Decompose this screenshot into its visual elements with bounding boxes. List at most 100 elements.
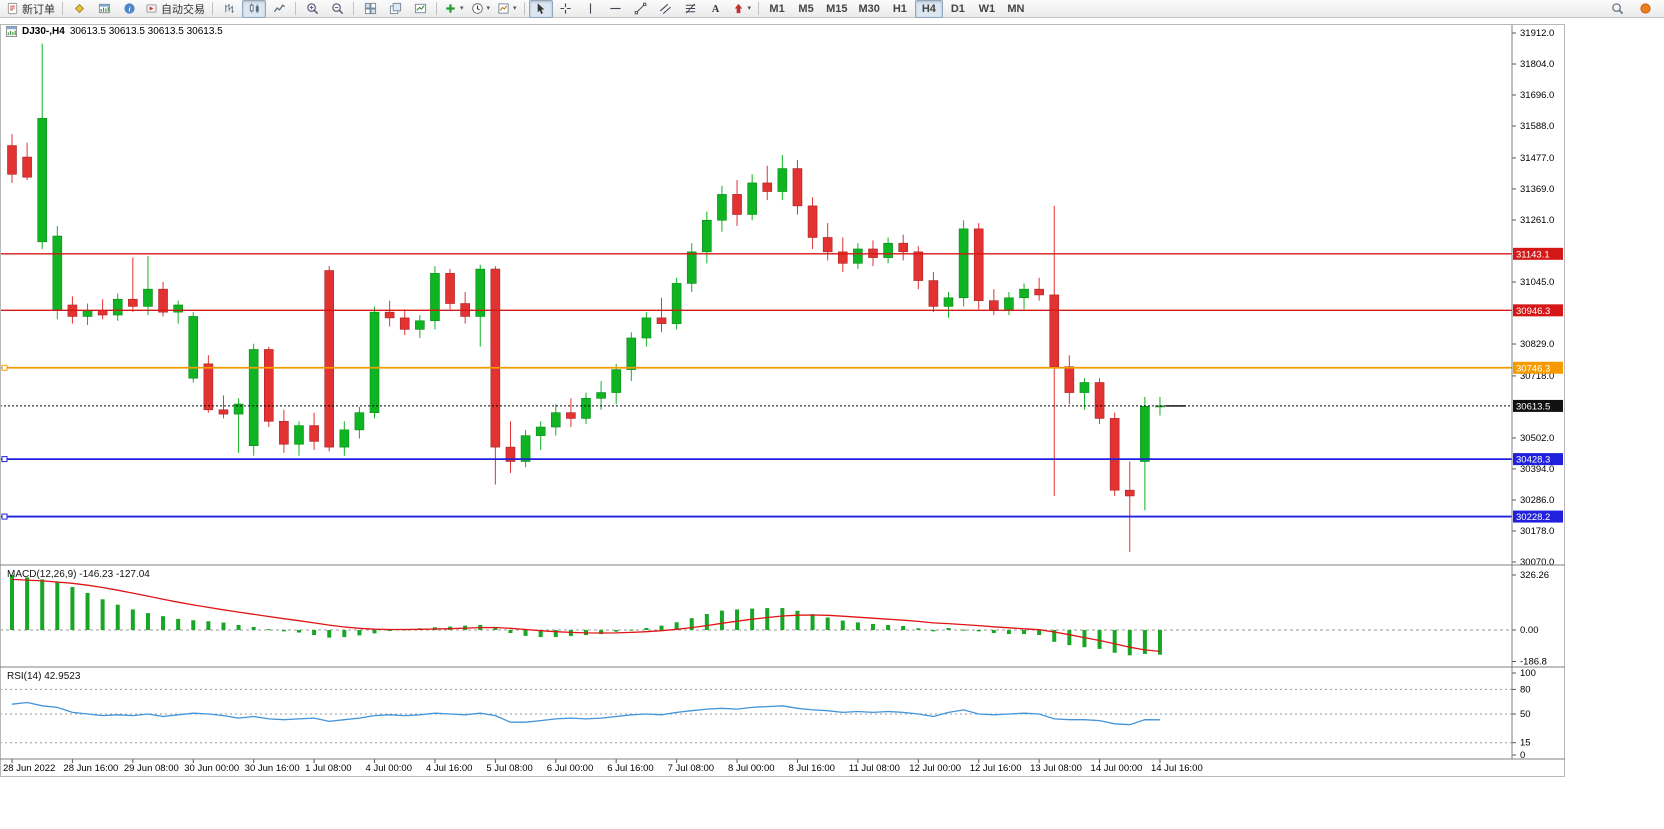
candle-chart-mode-button[interactable] xyxy=(242,0,266,18)
candle xyxy=(807,205,818,238)
candle xyxy=(475,268,486,317)
candle xyxy=(837,251,848,264)
macd-bar xyxy=(100,599,105,630)
cursor-button[interactable] xyxy=(528,0,553,18)
candle xyxy=(82,310,93,317)
svg-text:80: 80 xyxy=(1520,684,1531,695)
candle xyxy=(294,425,304,445)
svg-text:30829.0: 30829.0 xyxy=(1520,339,1554,350)
svg-text:30394.0: 30394.0 xyxy=(1520,464,1554,475)
macd-bar xyxy=(1037,630,1042,636)
macd-bar xyxy=(221,622,226,630)
candle xyxy=(505,446,516,462)
svg-text:326.26: 326.26 xyxy=(1520,570,1549,581)
fibonacci-button[interactable] xyxy=(679,0,703,18)
indicators-button[interactable]: ▾ xyxy=(441,0,467,18)
candle xyxy=(717,194,727,221)
tf-w1-button[interactable]: W1 xyxy=(973,0,1001,18)
tf-m1-label: M1 xyxy=(769,2,785,15)
cascade-windows-button[interactable] xyxy=(383,0,407,18)
periods-button[interactable]: ▾ xyxy=(468,0,494,18)
macd-bar xyxy=(266,629,271,631)
tf-m5-button[interactable]: M5 xyxy=(792,0,820,18)
svg-text:30746.3: 30746.3 xyxy=(1516,363,1550,374)
macd-bar xyxy=(176,618,181,630)
svg-text:30613.5: 30613.5 xyxy=(1516,401,1550,412)
new-order-button[interactable]: 新订单 xyxy=(3,0,58,18)
candle xyxy=(671,283,682,324)
charts-window-button[interactable] xyxy=(92,0,116,18)
candle xyxy=(203,363,214,411)
candle xyxy=(158,288,168,313)
tf-h1-button[interactable]: H1 xyxy=(886,0,914,18)
time-axis[interactable]: 28 Jun 2022 28 Jun 16:00 29 Jun 08:00 30 Ju… xyxy=(3,759,1203,774)
time-axis-label: 6 Jul 16:00 xyxy=(607,763,653,774)
svg-text:0.00: 0.00 xyxy=(1520,625,1539,636)
candle xyxy=(732,194,742,215)
tf-m15-button[interactable]: M15 xyxy=(821,0,852,18)
bar-chart-mode-button[interactable] xyxy=(217,0,241,18)
candle xyxy=(188,316,199,379)
tf-h1-label: H1 xyxy=(892,2,907,15)
macd-bar xyxy=(674,622,679,630)
arrows-tool-button[interactable]: ▾ xyxy=(729,0,755,18)
line-chart-mode-button[interactable] xyxy=(267,0,291,18)
candle xyxy=(792,168,803,207)
hline-icon xyxy=(609,2,622,15)
bar-chart-icon xyxy=(223,2,236,15)
macd-bar xyxy=(10,575,14,630)
macd-bar xyxy=(916,628,921,630)
tf-h4-button[interactable]: H4 xyxy=(914,0,943,18)
candle xyxy=(112,298,123,316)
candle xyxy=(22,156,32,178)
chevron-down-icon: ▾ xyxy=(460,5,464,12)
macd-bar xyxy=(659,625,664,630)
tf-mn-button[interactable]: MN xyxy=(1002,0,1030,18)
crosshair-button[interactable] xyxy=(554,0,578,18)
price-axis[interactable]: 31912.0 31804.0 31696.0 31588.0 31477.0 31369… xyxy=(1512,28,1563,761)
svg-text:100: 100 xyxy=(1520,668,1536,679)
connection-status-button[interactable] xyxy=(1633,0,1657,18)
macd-bar xyxy=(342,630,347,638)
svg-text:31588.0: 31588.0 xyxy=(1520,121,1554,132)
vertical-line-button[interactable] xyxy=(579,0,603,18)
macd-bar xyxy=(780,608,785,630)
candle xyxy=(913,251,924,281)
time-axis-label: 13 Jul 08:00 xyxy=(1030,763,1082,774)
macd-bar xyxy=(372,630,377,634)
svg-text:A: A xyxy=(712,4,720,15)
macd-bar xyxy=(961,629,966,631)
toolbar: 新订单 i 自动交易 ▾ ▾ ▾ A ▾ M1 M5 M15 M30 H1 H4 D1 W1 MN xyxy=(0,0,1664,18)
auto-scroll-button[interactable] xyxy=(408,0,432,18)
chart-region[interactable]: 31912.0 31804.0 31696.0 31588.0 31477.0 31369… xyxy=(0,18,1664,829)
tf-m30-button[interactable]: M30 xyxy=(853,0,884,18)
macd-bar xyxy=(825,617,830,630)
chevron-down-icon: ▾ xyxy=(747,5,752,12)
macd-bar xyxy=(553,630,558,638)
text-tool-button[interactable]: A xyxy=(704,0,728,18)
horizontal-line-button[interactable] xyxy=(604,0,628,18)
zoom-in-button[interactable] xyxy=(300,0,324,18)
candle xyxy=(128,298,138,307)
tf-m1-button[interactable]: M1 xyxy=(763,0,791,18)
candle xyxy=(1064,366,1075,393)
trendline-button[interactable] xyxy=(629,0,653,18)
svg-text:31143.1: 31143.1 xyxy=(1516,249,1550,260)
autotrading-button[interactable]: 自动交易 xyxy=(142,0,208,18)
macd-bar xyxy=(236,624,241,630)
candle xyxy=(369,311,380,413)
tile-windows-button[interactable] xyxy=(358,0,382,18)
metaeditor-button[interactable] xyxy=(67,0,91,18)
time-axis-label: 30 Jun 16:00 xyxy=(245,763,300,774)
equidistant-channel-button[interactable] xyxy=(654,0,678,18)
macd-bar xyxy=(1082,630,1087,648)
candle xyxy=(445,273,455,304)
time-axis-label: 29 Jun 08:00 xyxy=(124,763,179,774)
tf-d1-button[interactable]: D1 xyxy=(944,0,972,18)
search-button[interactable] xyxy=(1605,0,1629,18)
zoom-in-icon xyxy=(306,2,319,15)
templates-button[interactable]: ▾ xyxy=(494,0,520,18)
zoom-out-button[interactable] xyxy=(325,0,349,18)
data-window-button[interactable]: i xyxy=(117,0,141,18)
chart-canvas[interactable]: 31912.0 31804.0 31696.0 31588.0 31477.0 31369… xyxy=(0,18,1664,829)
